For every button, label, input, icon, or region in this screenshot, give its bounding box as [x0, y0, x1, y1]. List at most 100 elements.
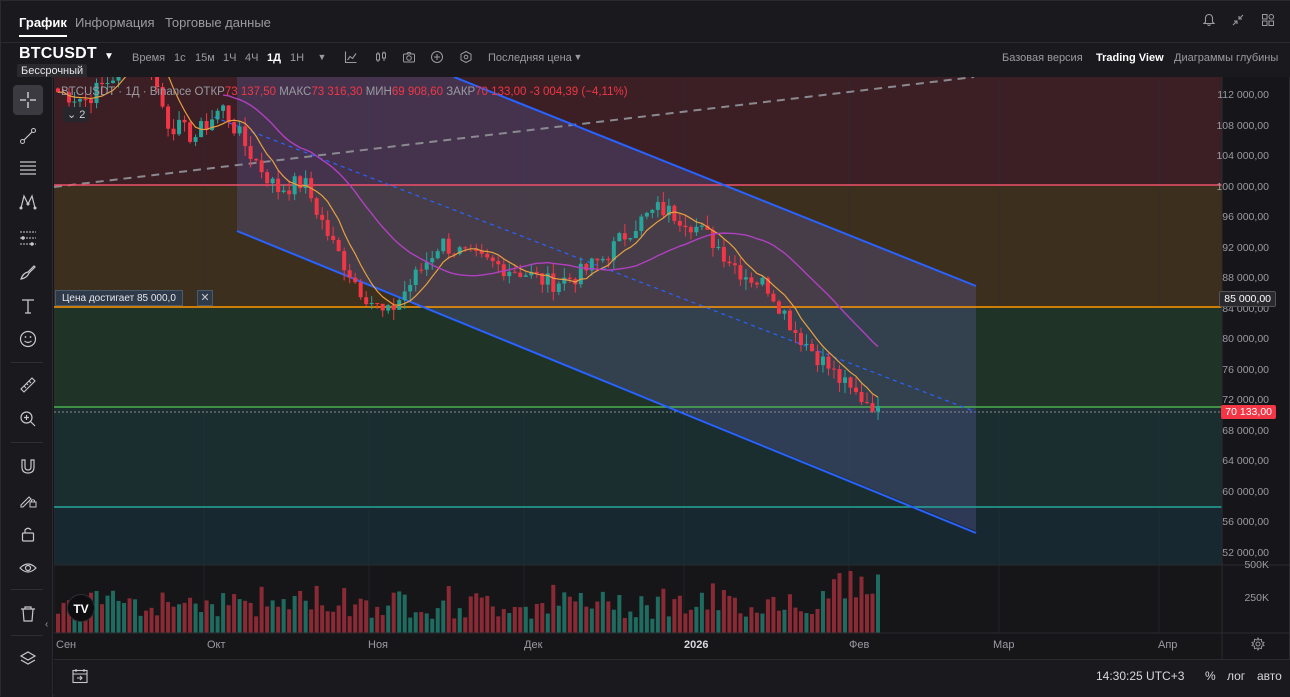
candle-body[interactable] [188, 122, 193, 142]
candle-body[interactable] [83, 99, 88, 101]
candle-body[interactable] [743, 277, 748, 280]
candle-body[interactable] [600, 258, 605, 261]
chevron-down-icon[interactable]: ▼ [104, 51, 114, 62]
candle-body[interactable] [166, 106, 171, 129]
candle-body[interactable] [512, 271, 517, 273]
candle-body[interactable] [89, 99, 94, 104]
ruler-icon[interactable] [13, 370, 43, 400]
candle-body[interactable] [402, 291, 407, 301]
timeframe-15m[interactable]: 15м [195, 52, 215, 64]
timeframe-1h[interactable]: 1Ч [223, 52, 237, 64]
crosshair-icon[interactable] [13, 85, 43, 115]
tab-chart[interactable]: График [19, 15, 67, 37]
candle-body[interactable] [457, 247, 462, 254]
candle-body[interactable] [419, 269, 424, 271]
candle-body[interactable] [754, 282, 759, 285]
candle-body[interactable] [259, 160, 264, 173]
candle-body[interactable] [622, 233, 627, 240]
view-tradingview[interactable]: Trading View [1096, 52, 1164, 64]
symbol-name[interactable]: BTCUSDT [19, 45, 97, 62]
alert-label[interactable]: Цена достигает 85 000,0 [55, 290, 183, 306]
layers-icon[interactable] [13, 644, 43, 674]
tab-trading-data[interactable]: Торговые данные [165, 15, 271, 30]
candle-body[interactable] [204, 121, 209, 130]
candle-body[interactable] [210, 119, 215, 130]
pattern-icon[interactable] [13, 187, 43, 217]
candles-icon[interactable] [374, 50, 388, 64]
chevron-down-icon[interactable]: ▼ [573, 52, 583, 62]
candle-body[interactable] [666, 205, 671, 216]
candle-body[interactable] [584, 263, 589, 271]
trend-line-icon[interactable] [13, 121, 43, 151]
candle-body[interactable] [699, 225, 704, 227]
timeframe-1s[interactable]: 1с [174, 52, 186, 64]
candle-body[interactable] [529, 271, 534, 276]
candle-body[interactable] [56, 88, 60, 93]
candle-body[interactable] [375, 303, 380, 305]
candle-body[interactable] [105, 82, 110, 85]
candle-body[interactable] [111, 80, 116, 83]
candle-body[interactable] [534, 271, 539, 274]
view-depth[interactable]: Диаграммы глубины [1174, 52, 1279, 64]
candle-body[interactable] [826, 356, 831, 369]
candle-body[interactable] [650, 209, 655, 213]
candle-body[interactable] [523, 275, 528, 277]
candle-body[interactable] [540, 273, 545, 285]
candle-body[interactable] [320, 214, 325, 220]
candle-body[interactable] [859, 392, 864, 403]
candle-body[interactable] [793, 330, 798, 333]
layout-grid-icon[interactable] [1260, 13, 1276, 29]
projection-icon[interactable] [13, 223, 43, 253]
candle-body[interactable] [100, 82, 105, 85]
candle-body[interactable] [655, 202, 660, 210]
settings-hex-icon[interactable] [459, 50, 473, 64]
candle-body[interactable] [237, 126, 242, 134]
clock-timezone[interactable]: 14:30:25 UTC+3 [1096, 669, 1185, 683]
candle-body[interactable] [815, 351, 820, 366]
auto-toggle[interactable]: авто [1257, 669, 1282, 683]
candle-body[interactable] [809, 343, 814, 352]
candle-body[interactable] [160, 86, 165, 107]
candle-body[interactable] [485, 253, 490, 258]
candle-body[interactable] [353, 277, 358, 283]
candle-body[interactable] [606, 258, 611, 261]
candle-body[interactable] [848, 377, 853, 388]
candle-body[interactable] [116, 77, 121, 81]
lock-icon[interactable] [13, 519, 43, 549]
candle-body[interactable] [749, 277, 754, 283]
candle-body[interactable] [617, 233, 622, 242]
collapse-icon[interactable] [1230, 13, 1246, 29]
candle-body[interactable] [391, 305, 396, 310]
candle-body[interactable] [765, 277, 770, 294]
candle-body[interactable] [710, 229, 715, 249]
candle-body[interactable] [760, 277, 765, 285]
candle-body[interactable] [820, 356, 825, 366]
candle-body[interactable] [171, 128, 176, 135]
percent-toggle[interactable]: % [1205, 669, 1216, 683]
candle-body[interactable] [782, 310, 787, 314]
timeframe-dropdown-icon[interactable]: ▼ [317, 52, 327, 62]
candle-body[interactable] [870, 403, 875, 412]
candle-body[interactable] [661, 202, 666, 216]
candle-body[interactable] [639, 216, 644, 232]
candle-body[interactable] [298, 176, 303, 189]
candle-body[interactable] [155, 77, 160, 87]
candle-body[interactable] [347, 270, 352, 278]
candle-body[interactable] [221, 105, 226, 111]
tradingview-logo[interactable]: TV [67, 594, 95, 622]
candle-body[interactable] [452, 253, 457, 255]
candle-body[interactable] [270, 178, 275, 184]
log-toggle[interactable]: лог [1227, 669, 1246, 683]
candle-body[interactable] [732, 263, 737, 266]
candle-body[interactable] [424, 262, 429, 270]
candle-body[interactable] [248, 146, 253, 159]
candle-body[interactable] [677, 220, 682, 226]
candle-body[interactable] [507, 271, 512, 277]
candle-body[interactable] [325, 219, 330, 236]
fib-icon[interactable] [13, 153, 43, 183]
candle-body[interactable] [94, 82, 99, 104]
candle-body[interactable] [342, 251, 347, 271]
candle-body[interactable] [501, 264, 506, 277]
gear-icon[interactable] [1250, 636, 1266, 653]
candle-body[interactable] [595, 258, 600, 261]
